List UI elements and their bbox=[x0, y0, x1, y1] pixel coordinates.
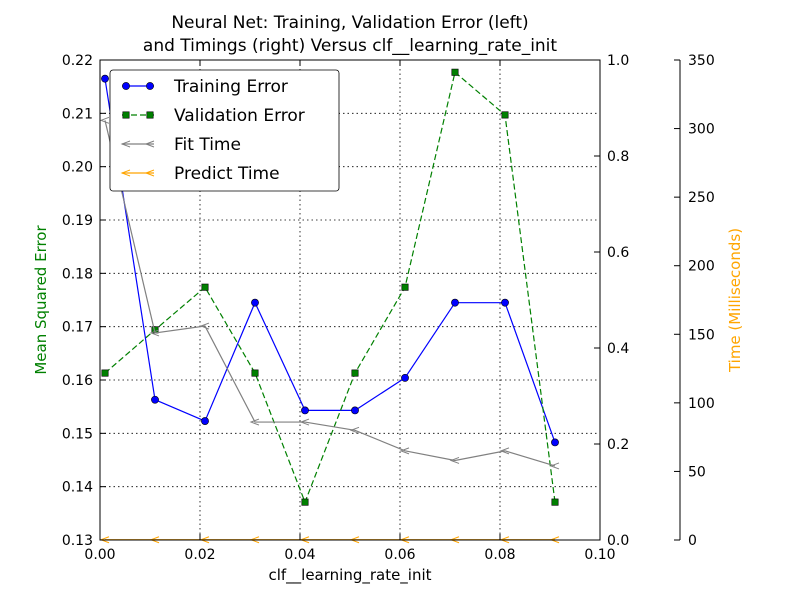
data-point-validation-error bbox=[451, 68, 459, 76]
y-mid-tick-label: 0.2 bbox=[607, 437, 629, 453]
legend-marker-fit-time bbox=[144, 140, 155, 148]
y-mid-tick-label: 1.0 bbox=[607, 53, 629, 69]
series-line-fit-time bbox=[104, 120, 556, 467]
y-mid-tick-label: 0.8 bbox=[607, 149, 629, 165]
data-point-fit-time bbox=[149, 329, 160, 337]
y-left-tick-label: 0.19 bbox=[62, 213, 93, 229]
data-point-validation-error bbox=[301, 498, 309, 506]
data-point-validation-error bbox=[351, 369, 359, 377]
data-point-validation-error bbox=[251, 369, 259, 377]
legend-marker-validation-error bbox=[122, 111, 130, 119]
data-point-training-error bbox=[201, 417, 209, 425]
plot-frame bbox=[99, 59, 601, 541]
chart-title-line2: and Timings (right) Versus clf__learning… bbox=[143, 36, 558, 56]
y-mid-axis: 0.0 0.2 0.4 0.6 0.8 1.0 bbox=[594, 53, 629, 549]
data-point-validation-error bbox=[551, 498, 559, 506]
y-right-axis: 0 50 100 150 200 250 300 350 bbox=[674, 53, 715, 549]
data-point-training-error bbox=[451, 298, 459, 307]
y-right-axis-label: Time (Milliseconds) bbox=[726, 228, 744, 373]
data-point-fit-time bbox=[299, 418, 310, 426]
y-left-tick-label: 0.13 bbox=[62, 533, 93, 549]
x-tick-label: 0.00 bbox=[84, 547, 115, 563]
legend-marker-predict-time bbox=[120, 169, 131, 177]
series-line-training-error bbox=[104, 78, 556, 443]
data-point-training-error bbox=[301, 406, 309, 415]
legend-marker-validation-error bbox=[146, 111, 154, 119]
legend-label-fit-time: Fit Time bbox=[174, 135, 241, 155]
y-mid-tick-label: 0.0 bbox=[607, 533, 629, 549]
data-point-training-error bbox=[101, 74, 109, 83]
series-line-validation-error bbox=[104, 71, 556, 504]
series-fit-time bbox=[99, 116, 560, 470]
data-point-validation-error bbox=[101, 369, 109, 377]
legend-marker-fit-time bbox=[120, 140, 131, 148]
y-mid-tick-label: 0.4 bbox=[607, 341, 629, 357]
legend-box bbox=[109, 69, 340, 192]
legend-label-predict-time: Predict Time bbox=[174, 164, 280, 184]
y-left-axis-label: Mean Squared Error bbox=[32, 225, 50, 375]
data-point-training-error bbox=[351, 406, 359, 415]
x-axis: 0.00 0.02 0.04 0.06 0.08 0.10 bbox=[84, 60, 616, 563]
data-point-fit-time bbox=[399, 447, 410, 455]
y-left-tick-label: 0.18 bbox=[62, 266, 93, 282]
legend-marker-training-error bbox=[146, 82, 154, 90]
x-tick-label: 0.04 bbox=[284, 547, 315, 563]
data-point-fit-time bbox=[499, 447, 510, 455]
data-point-fit-time bbox=[99, 116, 110, 124]
legend-marker-training-error bbox=[122, 82, 130, 90]
y-mid-tick-label: 0.6 bbox=[607, 245, 629, 261]
data-point-training-error bbox=[501, 298, 509, 307]
chart-title-line1: Neural Net: Training, Validation Error (… bbox=[171, 13, 528, 33]
y-left-tick-label: 0.21 bbox=[62, 106, 93, 122]
x-tick-label: 0.08 bbox=[484, 547, 515, 563]
legend-marker-predict-time bbox=[144, 169, 155, 177]
y-left-tick-label: 0.20 bbox=[62, 160, 93, 176]
y-right-tick-label: 350 bbox=[688, 53, 715, 69]
data-point-validation-error bbox=[501, 111, 509, 119]
x-axis-label: clf__learning_rate_init bbox=[268, 566, 431, 585]
data-point-training-error bbox=[401, 373, 409, 382]
y-right-tick-label: 300 bbox=[688, 122, 715, 138]
y-right-tick-label: 250 bbox=[688, 190, 715, 206]
data-point-training-error bbox=[551, 438, 559, 447]
series-validation-error bbox=[101, 68, 559, 506]
data-point-validation-error bbox=[401, 283, 409, 291]
y-right-tick-label: 100 bbox=[688, 396, 715, 412]
y-right-tick-label: 200 bbox=[688, 259, 715, 275]
grid bbox=[100, 60, 600, 540]
data-point-fit-time bbox=[549, 462, 560, 470]
series-training-error bbox=[101, 74, 559, 447]
y-right-tick-label: 50 bbox=[688, 464, 706, 480]
x-tick-label: 0.02 bbox=[184, 547, 215, 563]
data-point-fit-time bbox=[449, 456, 460, 464]
y-left-axis: 0.13 0.14 0.15 0.16 0.17 0.18 0.19 0.20 0.21 0.22 bbox=[62, 53, 106, 549]
data-point-fit-time bbox=[249, 418, 260, 426]
data-point-validation-error bbox=[201, 283, 209, 291]
x-tick-label: 0.06 bbox=[384, 547, 415, 563]
data-point-training-error bbox=[151, 395, 159, 404]
legend: Training Error Validation Error Fit Time Pr… bbox=[109, 69, 340, 192]
y-left-tick-label: 0.15 bbox=[62, 426, 93, 442]
data-point-fit-time bbox=[349, 426, 360, 434]
y-right-tick-label: 150 bbox=[688, 327, 715, 343]
y-left-tick-label: 0.16 bbox=[62, 373, 93, 389]
data-point-training-error bbox=[251, 298, 259, 307]
x-tick-label: 0.10 bbox=[584, 547, 615, 563]
y-left-tick-label: 0.22 bbox=[62, 53, 93, 69]
data-point-fit-time bbox=[199, 322, 210, 330]
y-left-tick-label: 0.17 bbox=[62, 320, 93, 336]
legend-label-validation-error: Validation Error bbox=[174, 106, 305, 126]
y-right-tick-label: 0 bbox=[688, 533, 697, 549]
legend-label-training-error: Training Error bbox=[173, 77, 288, 97]
y-left-tick-label: 0.14 bbox=[62, 480, 93, 496]
